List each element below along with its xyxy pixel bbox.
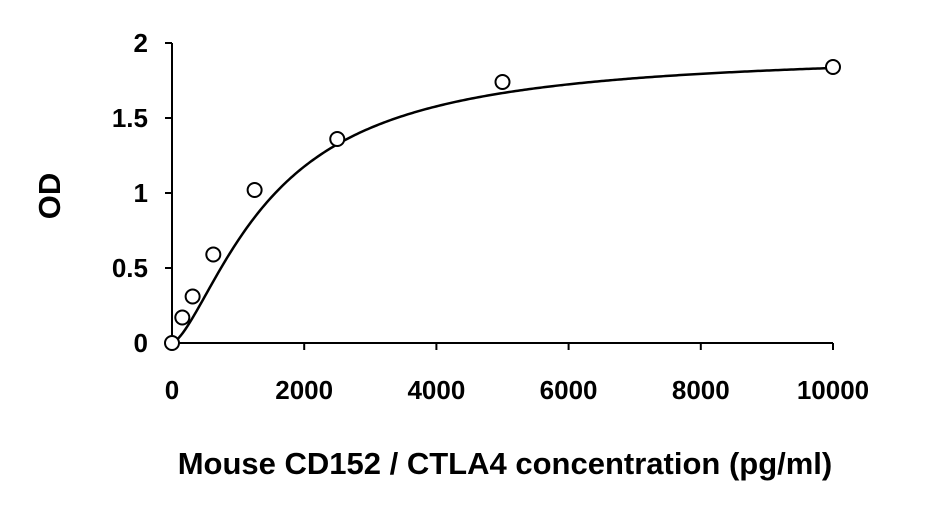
x-tick-label: 10000 xyxy=(797,375,869,405)
data-point xyxy=(205,246,222,263)
x-tick-label: 2000 xyxy=(275,375,333,405)
data-point xyxy=(164,335,180,351)
plot-area: 0 0.5 1 1.5 2 0 2000 4000 6000 8000 10000 xyxy=(112,28,869,405)
x-tick-label: 8000 xyxy=(672,375,730,405)
x-tick-label: 0 xyxy=(165,375,179,405)
fit-curve xyxy=(171,66,834,345)
x-axis-title: Mouse CD152 / CTLA4 concentration (pg/ml… xyxy=(178,446,833,481)
y-tick-label: 0.5 xyxy=(112,253,148,283)
y-tick-label: 1.5 xyxy=(112,103,148,133)
data-point xyxy=(174,309,191,326)
data-point xyxy=(329,131,346,147)
y-tick-label: 2 xyxy=(134,28,148,58)
x-axis-ticks: 0 2000 4000 6000 8000 10000 xyxy=(165,343,869,405)
data-point xyxy=(184,288,201,305)
y-axis-title: OD xyxy=(32,173,67,220)
y-tick-label: 1 xyxy=(134,178,148,208)
y-tick-label: 0 xyxy=(134,328,148,358)
data-point xyxy=(494,74,511,90)
x-tick-label: 6000 xyxy=(540,375,598,405)
y-axis-ticks: 0 0.5 1 1.5 2 xyxy=(112,28,172,358)
data-point xyxy=(825,59,841,75)
x-tick-label: 4000 xyxy=(407,375,465,405)
data-points xyxy=(164,59,841,351)
data-point xyxy=(246,182,263,198)
